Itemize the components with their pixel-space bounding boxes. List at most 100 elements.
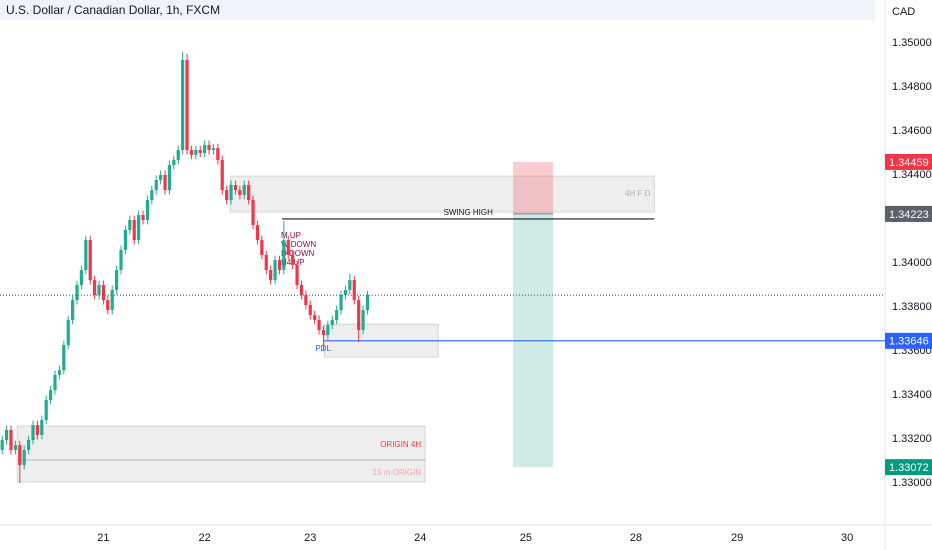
- candle-body: [348, 280, 352, 291]
- zone: [16, 425, 426, 461]
- candle-body: [115, 269, 119, 291]
- candle-body: [57, 370, 62, 375]
- candle-body: [97, 284, 101, 296]
- candle-body: [181, 60, 185, 151]
- candle-body: [49, 390, 53, 401]
- price-label-bg: [885, 332, 932, 349]
- candle-body: [119, 249, 123, 270]
- candle-body: [335, 310, 339, 320]
- candle-body: [84, 240, 88, 270]
- candle-body: [167, 165, 172, 191]
- candle-body: [9, 429, 13, 450]
- candle-body: [361, 310, 365, 331]
- x-tick-label: 30: [841, 532, 853, 544]
- zone-label: ORIGIN 4H: [380, 440, 421, 449]
- candle-body: [264, 255, 268, 270]
- price-label: 1.34223: [889, 209, 929, 221]
- candle-body: [22, 449, 26, 466]
- price-label-bg: [885, 153, 932, 170]
- candle-body: [40, 420, 44, 436]
- candle-body: [286, 240, 290, 256]
- candle-body: [44, 400, 48, 421]
- candle-body: [62, 345, 66, 371]
- candle-body: [123, 229, 128, 250]
- candle-body: [207, 145, 211, 151]
- candle-body: [145, 200, 150, 221]
- candle-body: [132, 220, 136, 241]
- x-tick-label: 25: [520, 532, 532, 544]
- candle-body: [154, 179, 158, 191]
- candle-body: [282, 240, 286, 270]
- candle-body: [13, 445, 18, 450]
- annotation: M UP: [281, 231, 301, 240]
- price-label-bg: [885, 459, 932, 476]
- candle-body: [211, 148, 216, 151]
- y-tick-label: 1.34800: [892, 81, 932, 93]
- candle-body: [247, 185, 251, 201]
- candle-body: [71, 300, 75, 320]
- candle-body: [185, 60, 189, 151]
- price-label-bg: [885, 205, 932, 222]
- candle-body: [326, 324, 330, 336]
- header-bar: [0, 0, 875, 20]
- candle-body: [308, 304, 312, 316]
- candle-body: [343, 290, 348, 296]
- annotation: D DOWN: [281, 249, 315, 258]
- candle-body: [88, 240, 92, 281]
- candle-body: [299, 284, 304, 296]
- candle-body: [295, 264, 299, 285]
- candle-body: [242, 185, 246, 195]
- candle-body: [93, 280, 97, 296]
- candle-body: [5, 429, 9, 441]
- chart-title: U.S. Dollar / Canadian Dollar, 1h, FXCM: [6, 3, 220, 17]
- price-label: 1.33646: [889, 336, 929, 348]
- candle-body: [141, 214, 145, 221]
- y-tick-label: 1.33000: [892, 477, 932, 489]
- candle-body: [53, 374, 57, 391]
- candle-body: [357, 300, 361, 331]
- zone: [16, 459, 426, 483]
- candle-body: [176, 150, 180, 160]
- y-tick-label: 1.35000: [892, 37, 932, 49]
- y-tick-label: 1.34400: [892, 169, 932, 181]
- candle-body: [189, 150, 194, 155]
- zone: [229, 175, 655, 213]
- candle-body: [220, 159, 224, 191]
- price-label: 1.33072: [889, 462, 929, 474]
- candle-body: [321, 330, 326, 336]
- candle-body: [128, 220, 132, 230]
- candle-body: [304, 295, 308, 305]
- candle-body: [163, 174, 167, 191]
- candle-body: [260, 240, 264, 256]
- x-tick-label: 28: [630, 532, 642, 544]
- candle-body: [172, 159, 176, 166]
- level-label: SWING HIGH: [444, 208, 494, 217]
- candle-body: [317, 319, 321, 331]
- candle-body: [233, 185, 238, 191]
- candle-body: [352, 280, 356, 301]
- x-tick-label: 23: [304, 532, 316, 544]
- candle-body: [216, 148, 220, 160]
- candle-body: [75, 284, 79, 301]
- stop-zone: [513, 161, 554, 214]
- candle-body: [269, 269, 273, 281]
- candle-body: [238, 190, 242, 195]
- candle-body: [365, 295, 370, 311]
- candle-body: [255, 225, 260, 241]
- annotation: W DOWN: [281, 240, 316, 249]
- y-tick-label: 1.33200: [892, 433, 932, 445]
- candle-body: [313, 315, 317, 320]
- candle-body: [110, 290, 114, 311]
- candle-body: [229, 185, 233, 201]
- candle-body: [101, 284, 106, 301]
- candle-body: [277, 260, 282, 270]
- candle-body: [27, 440, 31, 450]
- y-tick-label: 1.34000: [892, 257, 932, 269]
- zone-label: 15 m ORIGIN: [373, 468, 422, 477]
- candle-body: [31, 425, 35, 441]
- candle-body: [18, 445, 22, 466]
- candle-body: [106, 300, 110, 311]
- currency: CAD: [892, 6, 915, 18]
- candle-body: [339, 295, 343, 311]
- candle-body: [225, 190, 229, 201]
